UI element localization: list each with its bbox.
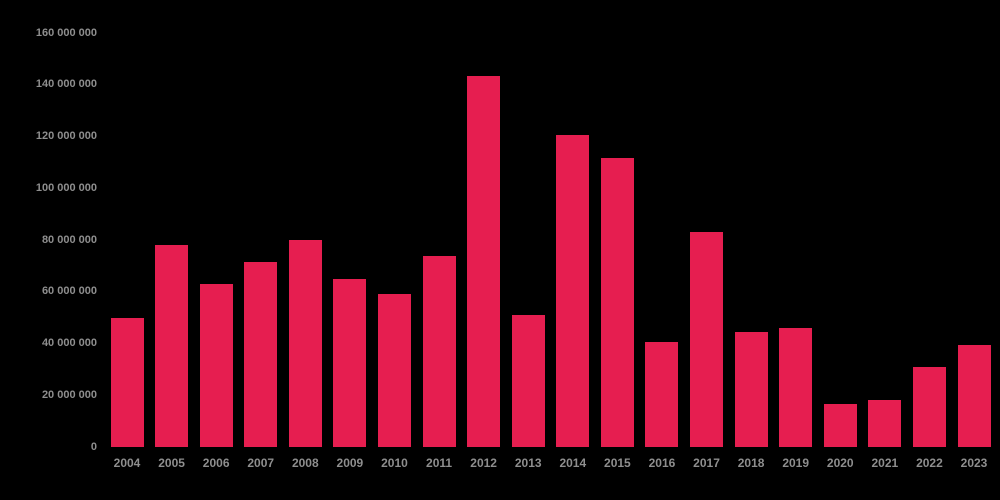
bar-2009[interactable] — [333, 278, 367, 447]
x-tick-label: 2020 — [826, 456, 854, 470]
y-tick-label: 20 000 000 — [41, 388, 97, 401]
y-tick-label: 120 000 000 — [35, 130, 97, 142]
bar-2004[interactable] — [110, 317, 144, 447]
x-tick-label: 2004 — [113, 456, 141, 470]
x-tick-label: 2015 — [604, 456, 631, 470]
x-tick-label: 2022 — [916, 456, 943, 470]
x-tick-label: 2018 — [737, 456, 765, 470]
x-tick-label: 2014 — [559, 456, 587, 470]
bar-2019[interactable] — [779, 327, 813, 447]
bar-2023[interactable] — [957, 344, 991, 447]
bar-2016[interactable] — [645, 342, 679, 447]
bar-2022[interactable] — [912, 366, 946, 447]
bar-2017[interactable] — [690, 232, 724, 447]
bar-2006[interactable] — [199, 283, 233, 447]
x-tick-label: 2005 — [158, 456, 185, 470]
bar-2010[interactable] — [377, 294, 411, 447]
x-tick-label: 2017 — [693, 456, 720, 470]
bar-2021[interactable] — [868, 400, 902, 447]
x-tick-label: 2019 — [782, 456, 810, 470]
x-tick-label: 2021 — [871, 456, 899, 470]
x-tick-label: 2006 — [202, 456, 230, 470]
y-tick-label: 140 000 000 — [35, 78, 97, 91]
bar-2014[interactable] — [556, 135, 590, 447]
bar-2005[interactable] — [155, 245, 189, 447]
y-tick-label: 160 000 000 — [35, 26, 97, 39]
x-tick-label: 2008 — [291, 456, 319, 470]
bar-2015[interactable] — [600, 158, 634, 447]
y-tick-label: 40 000 000 — [41, 337, 97, 349]
x-tick-label: 2011 — [426, 456, 453, 470]
x-tick-label: 2009 — [336, 456, 364, 470]
bar-2013[interactable] — [511, 315, 545, 447]
bar-2012[interactable] — [467, 75, 501, 447]
x-tick-label: 2016 — [648, 456, 676, 470]
x-tick-label: 2013 — [514, 456, 542, 470]
bar-2011[interactable] — [422, 255, 456, 447]
bar-2007[interactable] — [244, 261, 278, 447]
x-tick-label: 2012 — [470, 456, 497, 470]
y-tick-label: 80 000 000 — [41, 233, 97, 246]
bar-2008[interactable] — [288, 240, 322, 447]
bar-2020[interactable] — [823, 404, 857, 447]
x-tick-label: 2023 — [960, 456, 988, 470]
x-tick-label: 2007 — [247, 456, 275, 470]
x-tick-label: 2010 — [381, 456, 408, 470]
bar-2018[interactable] — [734, 331, 768, 447]
y-tick-label: 100 000 000 — [35, 181, 97, 194]
y-tick-label: 60 000 000 — [41, 285, 97, 298]
y-tick-label: 0 — [90, 440, 97, 453]
